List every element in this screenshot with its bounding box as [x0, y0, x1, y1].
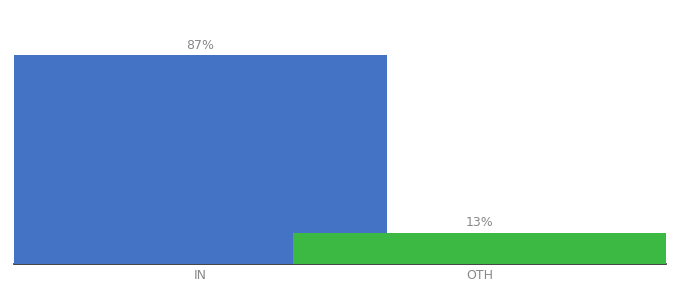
Bar: [14, 55, 387, 264]
Text: 13%: 13%: [466, 216, 494, 229]
Text: 87%: 87%: [186, 39, 214, 52]
Bar: [293, 233, 666, 264]
